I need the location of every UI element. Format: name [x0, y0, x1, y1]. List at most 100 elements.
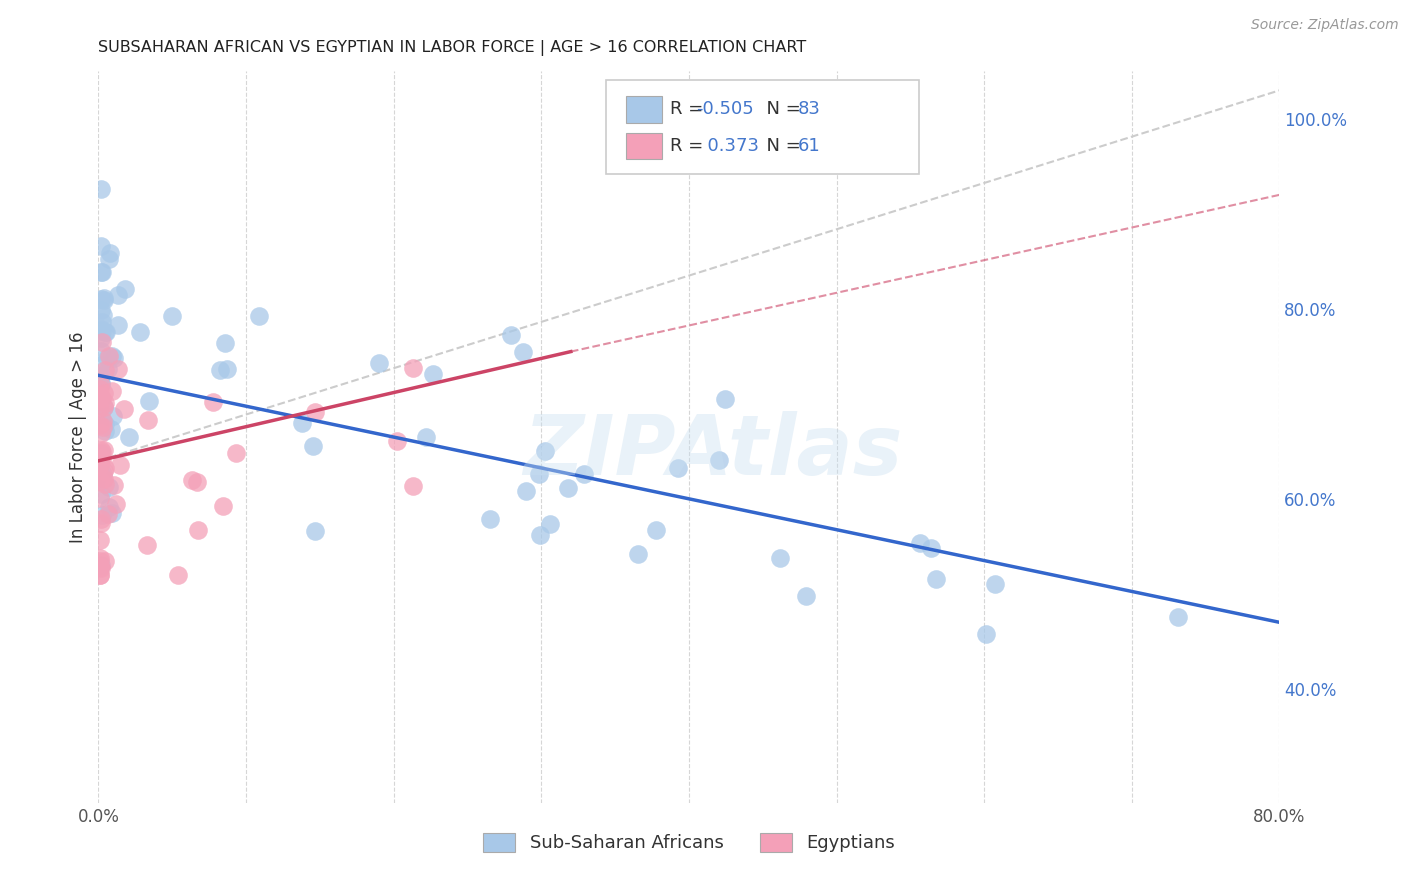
- Point: [89, 554, 111, 568]
- Point: [90, 512, 112, 526]
- Point: [368, 355, 391, 369]
- Point: [105, 497, 128, 511]
- Point: [138, 413, 160, 427]
- Point: [90, 409, 112, 423]
- Point: [209, 363, 232, 377]
- Point: [90, 558, 112, 572]
- Point: [91, 467, 114, 481]
- Text: SUBSAHARAN AFRICAN VS EGYPTIAN IN LABOR FORCE | AGE > 16 CORRELATION CHART: SUBSAHARAN AFRICAN VS EGYPTIAN IN LABOR …: [98, 40, 807, 56]
- Point: [93, 443, 115, 458]
- Point: [499, 328, 522, 343]
- Text: 61: 61: [797, 137, 820, 155]
- Point: [769, 550, 792, 565]
- Point: [557, 481, 579, 495]
- Point: [89, 560, 111, 574]
- Point: [89, 533, 111, 547]
- Point: [217, 361, 239, 376]
- Point: [91, 420, 114, 434]
- Point: [89, 401, 111, 415]
- Point: [107, 318, 129, 332]
- Text: -0.505: -0.505: [696, 101, 754, 119]
- Point: [187, 523, 209, 537]
- Point: [527, 467, 550, 482]
- Point: [534, 443, 557, 458]
- Point: [422, 367, 444, 381]
- Point: [90, 239, 112, 253]
- Point: [90, 292, 112, 306]
- Text: R =: R =: [671, 137, 709, 155]
- Point: [304, 404, 326, 418]
- Point: [107, 287, 129, 301]
- Point: [212, 499, 235, 513]
- Point: [97, 480, 120, 494]
- Point: [89, 450, 111, 465]
- Point: [90, 265, 112, 279]
- Point: [118, 430, 141, 444]
- Text: R =: R =: [671, 101, 709, 119]
- Point: [91, 265, 114, 279]
- Point: [920, 541, 942, 555]
- Point: [794, 589, 817, 603]
- Point: [91, 392, 114, 406]
- Point: [90, 508, 112, 523]
- Point: [91, 414, 114, 428]
- Point: [94, 417, 117, 431]
- Point: [709, 453, 731, 467]
- Point: [93, 477, 115, 491]
- Point: [1167, 609, 1189, 624]
- Point: [247, 309, 270, 323]
- Point: [214, 335, 236, 350]
- Text: Source: ZipAtlas.com: Source: ZipAtlas.com: [1251, 18, 1399, 32]
- Point: [93, 400, 115, 414]
- Point: [976, 626, 998, 640]
- Point: [93, 554, 115, 568]
- Point: [478, 512, 501, 526]
- Point: [101, 409, 124, 424]
- Point: [402, 478, 425, 492]
- Point: [114, 282, 136, 296]
- Point: [89, 457, 111, 471]
- Point: [90, 322, 112, 336]
- Point: [983, 577, 1005, 591]
- Point: [98, 349, 121, 363]
- Point: [101, 384, 124, 398]
- Point: [925, 572, 948, 586]
- Point: [89, 567, 111, 582]
- Point: [160, 309, 183, 323]
- Point: [90, 376, 112, 391]
- Legend: Sub-Saharan Africans, Egyptians: Sub-Saharan Africans, Egyptians: [475, 826, 903, 860]
- Point: [90, 516, 112, 530]
- Point: [90, 392, 112, 406]
- Point: [89, 474, 111, 488]
- Point: [415, 430, 437, 444]
- Point: [512, 345, 534, 359]
- Y-axis label: In Labor Force | Age > 16: In Labor Force | Age > 16: [69, 331, 87, 543]
- Point: [90, 445, 112, 459]
- Point: [90, 331, 112, 345]
- Point: [90, 474, 112, 488]
- Point: [112, 402, 135, 417]
- Point: [96, 351, 118, 365]
- Point: [90, 467, 112, 481]
- Point: [93, 471, 115, 485]
- Point: [910, 536, 932, 550]
- Point: [93, 291, 115, 305]
- Point: [93, 293, 115, 307]
- Point: [90, 358, 112, 372]
- Point: [97, 252, 120, 266]
- Point: [89, 376, 111, 390]
- FancyBboxPatch shape: [606, 80, 920, 174]
- Point: [89, 417, 111, 432]
- Point: [90, 302, 112, 317]
- Point: [668, 461, 690, 475]
- Point: [100, 422, 122, 436]
- Point: [402, 361, 425, 376]
- Point: [100, 349, 122, 363]
- Point: [186, 475, 208, 490]
- Point: [202, 394, 225, 409]
- Point: [91, 308, 114, 322]
- Point: [90, 487, 112, 501]
- FancyBboxPatch shape: [626, 133, 662, 159]
- Point: [103, 478, 125, 492]
- Point: [100, 506, 122, 520]
